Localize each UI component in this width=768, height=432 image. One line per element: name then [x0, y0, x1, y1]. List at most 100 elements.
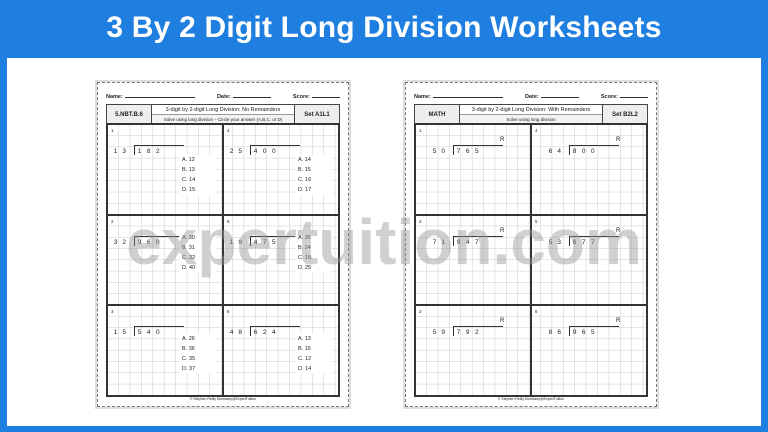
division-problem: 71 947: [430, 235, 503, 246]
dividend: 800: [568, 145, 619, 155]
answer-choice[interactable]: C. 15: [298, 254, 312, 261]
answer-choices: A. 35 B. 24 C. 15 D. 25: [295, 232, 332, 273]
answer-choice[interactable]: A. 13: [298, 336, 311, 343]
problem-cell: 1 13 182 A. 12 B. 13 C. 14 D. 15: [107, 124, 223, 215]
worksheet-title: 3-digit by 2-digit Long Division: With R…: [471, 106, 591, 113]
answer-choice[interactable]: B. 15: [298, 167, 311, 173]
student-info: Name: Date: Score:: [414, 94, 648, 100]
dividend: 624: [249, 326, 300, 337]
remainder-label: R: [616, 137, 621, 143]
worksheet-with-remainders: Name: Date: Score: MATH 3-digit by 2-dig…: [405, 82, 657, 407]
standard-code: MATH: [428, 111, 446, 118]
remainder-label: R: [616, 318, 621, 325]
worksheet-title: 3-digit by 2-digit Long Division: No Rem…: [165, 106, 281, 113]
division-problem: 25 400: [227, 145, 300, 155]
answer-choice[interactable]: A. 35: [298, 234, 311, 241]
problem-grid: 1 50 765 R 4 64 800 R 2 71 947 R 5 53 67…: [414, 123, 648, 397]
answer-choices: A. 14 B. 15 C. 16 D. 17: [295, 155, 332, 195]
problem-cell: 2 71 947 R: [415, 214, 531, 306]
answer-choice[interactable]: D. 25: [298, 264, 312, 271]
answer-choice[interactable]: A. 26: [182, 336, 195, 343]
divisor: 13: [113, 148, 132, 155]
divisor: 32: [113, 238, 132, 246]
instructions: Solve using long division: [460, 114, 602, 124]
student-info: Name: Date: Score:: [106, 94, 340, 100]
problem-cell: 2 32 960 A. 30 B. 31 C. 32 D. 40: [107, 214, 223, 306]
answer-choices: A. 13 B. 15 C. 12 D. 14: [295, 334, 332, 375]
answer-choice[interactable]: D. 17: [298, 187, 312, 193]
name-field: [124, 97, 195, 98]
answer-choice[interactable]: A. 14: [298, 157, 311, 163]
answer-choice[interactable]: C. 12: [298, 356, 312, 363]
answer-choice[interactable]: C. 32: [182, 254, 196, 261]
score-label: Score:: [292, 94, 310, 100]
date-field: [540, 97, 579, 98]
date-field: [232, 97, 271, 98]
problem-number: 5: [227, 218, 230, 224]
remainder-label: R: [500, 318, 505, 325]
division-problem: 59 792: [430, 326, 503, 337]
division-problem: 50 765: [430, 145, 503, 155]
divisor: 59: [432, 329, 451, 337]
score-field: [311, 97, 340, 98]
answer-choices: A. 30 B. 31 C. 32 D. 40: [179, 232, 216, 273]
dividend: 792: [452, 326, 503, 337]
answer-choice[interactable]: B. 13: [182, 167, 195, 173]
problem-number: 3: [419, 309, 422, 315]
date-label: Date:: [524, 94, 539, 100]
dividend: 677: [568, 235, 619, 246]
problem-number: 3: [111, 309, 114, 315]
answer-choice[interactable]: B. 31: [182, 244, 195, 251]
division-problem: 19 475: [227, 235, 300, 246]
copyright-footer: © Stephen Reilly Morrissey@ExpertTuition: [189, 397, 257, 401]
answer-choice[interactable]: A. 12: [182, 157, 195, 163]
remainder-label: R: [500, 137, 505, 143]
standard-code: 5.NBT.B.6: [115, 111, 143, 118]
answer-choice[interactable]: B. 15: [298, 346, 311, 353]
problem-grid: 1 13 182 A. 12 B. 13 C. 14 D. 15 4 25 400 A…: [106, 123, 340, 397]
date-label: Date:: [216, 94, 231, 100]
name-field: [432, 97, 503, 98]
divisor: 25: [229, 148, 248, 155]
dividend: 765: [452, 145, 503, 155]
divisor: 86: [548, 329, 567, 337]
problem-number: 1: [111, 128, 114, 133]
instructions: Solve using long division – Circle your …: [152, 114, 294, 124]
answer-choice[interactable]: C. 14: [182, 177, 196, 183]
divisor: 15: [113, 329, 132, 337]
name-label: Name:: [106, 94, 123, 100]
problem-number: 2: [111, 218, 114, 224]
name-label: Name:: [414, 94, 431, 100]
division-problem: 13 182: [111, 145, 184, 155]
score-field: [619, 97, 648, 98]
worksheet-no-remainders: Name: Date: Score: 5.NBT.B.6 3-digit by …: [97, 82, 349, 407]
answer-choice[interactable]: B. 24: [298, 244, 311, 251]
answer-choice[interactable]: C. 35: [182, 356, 196, 363]
division-problem: 15 540: [111, 326, 184, 337]
answer-choice[interactable]: A. 30: [182, 234, 195, 241]
answer-choice[interactable]: D. 15: [182, 187, 196, 193]
answer-choice[interactable]: B. 36: [182, 346, 195, 353]
problem-cell: 5 53 677 R: [531, 214, 647, 306]
problem-cell: 1 50 765 R: [415, 124, 531, 215]
score-label: Score:: [600, 94, 618, 100]
dividend: 475: [249, 235, 300, 246]
banner-title: 3 By 2 Digit Long Division Worksheets: [106, 11, 662, 44]
division-problem: 86 965: [546, 326, 619, 337]
set-label: Set A1L1: [304, 111, 330, 118]
divisor: 48: [229, 329, 248, 337]
worksheet-header: MATH 3-digit by 2-digit Long Division: W…: [414, 104, 648, 125]
set-label: Set B2L2: [612, 111, 638, 118]
division-problem: 53 677: [546, 235, 619, 246]
problem-number: 1: [419, 128, 422, 133]
answer-choice[interactable]: D. 37: [182, 366, 196, 373]
answer-choice[interactable]: D. 14: [298, 366, 312, 373]
answer-choice[interactable]: C. 16: [298, 177, 312, 183]
division-problem: 48 624: [227, 326, 300, 337]
worksheet-header: 5.NBT.B.6 3-digit by 2-digit Long Divisi…: [106, 104, 340, 125]
answer-choice[interactable]: D. 40: [182, 264, 196, 271]
problem-number: 6: [535, 309, 538, 315]
problem-cell: 6 48 624 A. 13 B. 15 C. 12 D. 14: [223, 305, 339, 396]
dividend: 965: [568, 326, 619, 337]
problem-number: 5: [535, 218, 538, 224]
